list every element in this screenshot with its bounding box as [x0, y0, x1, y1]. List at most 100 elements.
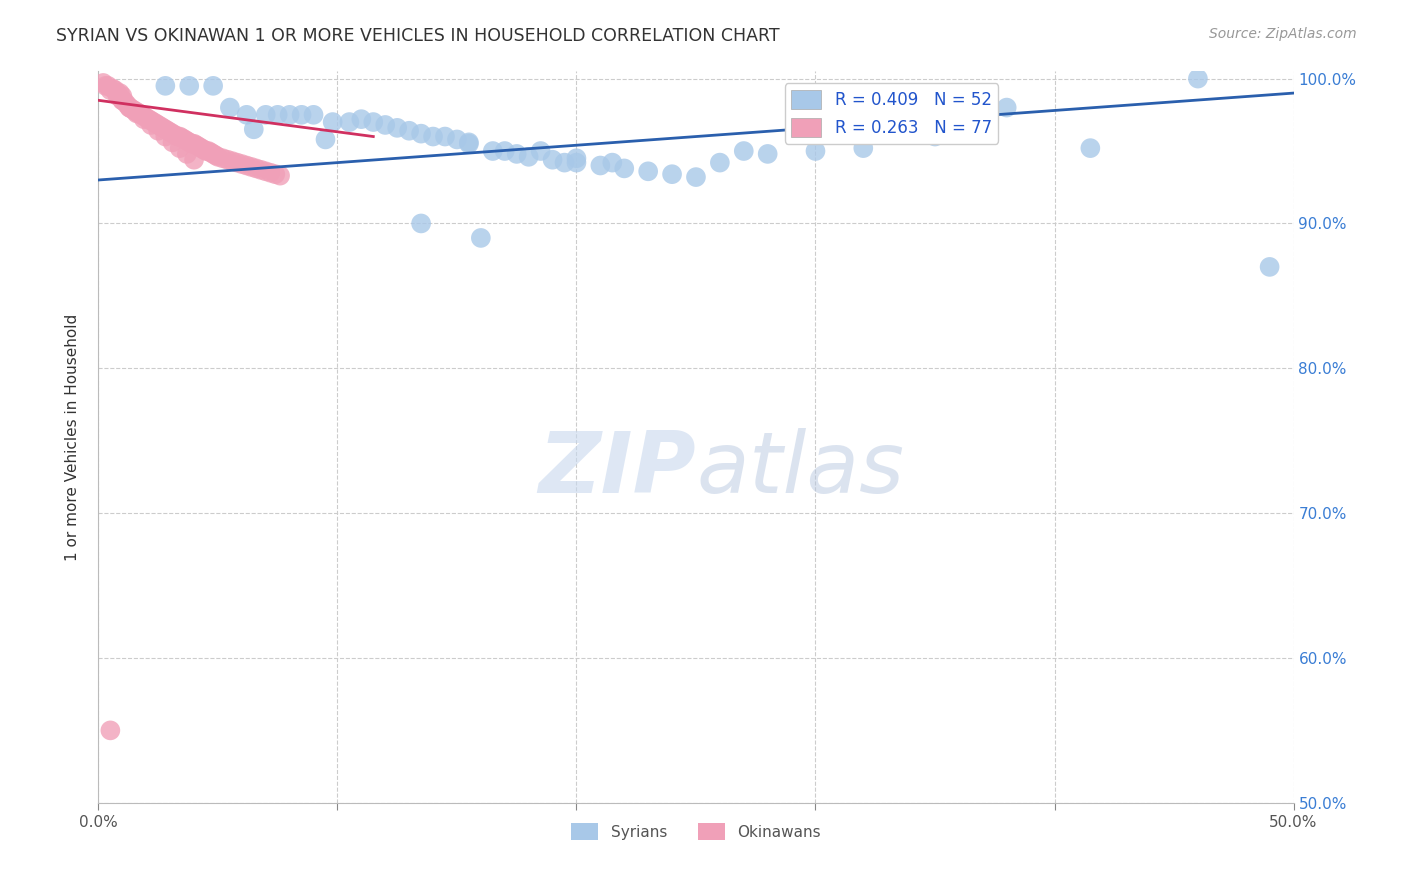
Point	[138, 112, 160, 127]
Point	[709, 155, 731, 169]
Point	[245, 161, 267, 176]
Text: SYRIAN VS OKINAWAN 1 OR MORE VEHICLES IN HOUSEHOLD CORRELATION CHART: SYRIAN VS OKINAWAN 1 OR MORE VEHICLES IN…	[56, 27, 780, 45]
Point	[1258, 260, 1281, 274]
Point	[267, 108, 290, 122]
Point	[204, 148, 226, 162]
Point	[530, 144, 553, 158]
Point	[97, 78, 120, 93]
Point	[202, 78, 225, 93]
Point	[1187, 71, 1209, 86]
Point	[363, 115, 385, 129]
Point	[94, 78, 117, 93]
Point	[226, 155, 249, 169]
Point	[195, 144, 218, 158]
Point	[180, 136, 202, 151]
Point	[115, 97, 138, 112]
Point	[1080, 141, 1102, 155]
Point	[155, 129, 177, 144]
Point	[259, 166, 281, 180]
Point	[269, 169, 291, 183]
Point	[108, 86, 131, 100]
Point	[211, 151, 233, 165]
Point	[142, 115, 165, 129]
Point	[162, 127, 184, 141]
Point	[254, 164, 277, 178]
Point	[163, 128, 186, 142]
Point	[398, 124, 420, 138]
Point	[159, 125, 181, 139]
Point	[291, 108, 314, 122]
Point	[135, 111, 157, 125]
Point	[132, 112, 155, 127]
Point	[494, 144, 516, 158]
Point	[111, 93, 134, 107]
Point	[231, 157, 253, 171]
Point	[118, 101, 141, 115]
Point	[506, 147, 529, 161]
Point	[565, 155, 588, 169]
Point	[221, 154, 243, 169]
Point	[200, 145, 222, 160]
Point	[924, 129, 946, 144]
Point	[125, 104, 148, 119]
Point	[190, 141, 212, 155]
Point	[422, 129, 444, 144]
Point	[315, 132, 337, 146]
Point	[155, 122, 177, 136]
Point	[124, 103, 146, 118]
Point	[589, 159, 612, 173]
Point	[166, 129, 188, 144]
Point	[250, 162, 273, 177]
Point	[197, 144, 219, 158]
Point	[554, 155, 576, 169]
Point	[219, 101, 242, 115]
Point	[155, 78, 177, 93]
Point	[804, 144, 827, 158]
Point	[114, 95, 136, 109]
Point	[613, 161, 636, 176]
Point	[186, 138, 208, 153]
Point	[481, 144, 505, 158]
Point	[148, 118, 170, 132]
Point	[152, 120, 174, 135]
Point	[111, 89, 134, 103]
Point	[121, 102, 143, 116]
Point	[107, 89, 129, 103]
Point	[169, 141, 191, 155]
Point	[685, 170, 707, 185]
Text: Source: ZipAtlas.com: Source: ZipAtlas.com	[1209, 27, 1357, 41]
Point	[458, 136, 481, 150]
Point	[517, 150, 540, 164]
Y-axis label: 1 or more Vehicles in Household: 1 or more Vehicles in Household	[65, 313, 80, 561]
Point	[235, 108, 257, 122]
Point	[139, 113, 162, 128]
Point	[104, 83, 127, 97]
Point	[145, 116, 167, 130]
Point	[176, 134, 198, 148]
Point	[148, 124, 170, 138]
Point	[278, 108, 301, 122]
Point	[756, 147, 779, 161]
Text: atlas: atlas	[696, 428, 904, 511]
Point	[350, 112, 373, 127]
Point	[172, 131, 194, 145]
Point	[385, 120, 409, 135]
Point	[322, 115, 344, 129]
Point	[98, 83, 122, 97]
Point	[176, 147, 198, 161]
Point	[235, 159, 257, 173]
Point	[302, 108, 325, 122]
Point	[602, 155, 624, 169]
Point	[565, 151, 588, 165]
Point	[125, 106, 148, 120]
Point	[118, 101, 141, 115]
Point	[173, 132, 195, 146]
Point	[264, 167, 287, 181]
Point	[243, 122, 266, 136]
Point	[733, 144, 755, 158]
Point	[193, 143, 215, 157]
Point	[411, 216, 433, 230]
Point	[661, 167, 683, 181]
Point	[111, 93, 134, 107]
Point	[91, 76, 114, 90]
